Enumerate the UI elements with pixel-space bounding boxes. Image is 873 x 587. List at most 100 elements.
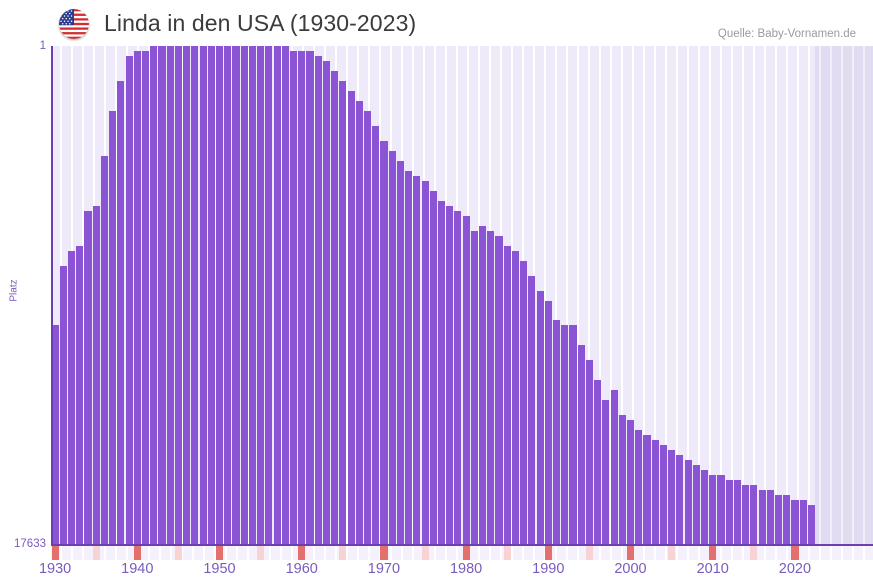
- bar: [758, 490, 766, 545]
- x-tick-minor: [174, 546, 182, 560]
- bar: [668, 450, 676, 545]
- bar: [363, 110, 372, 545]
- bar: [528, 275, 536, 545]
- bar: [725, 480, 733, 545]
- x-tick-minor: [750, 546, 758, 560]
- bar: [273, 46, 281, 545]
- bar: [733, 480, 741, 545]
- x-axis-tick-label: 1940: [121, 561, 154, 577]
- bar: [585, 360, 593, 545]
- bar: [51, 325, 59, 545]
- x-tick-major: [709, 546, 717, 560]
- bar: [774, 495, 783, 545]
- x-tick-strip: [51, 546, 873, 560]
- bar: [289, 51, 298, 545]
- y-axis-top-label: 1: [39, 40, 46, 52]
- bar: [569, 325, 577, 545]
- bar: [553, 320, 561, 545]
- bar: [207, 46, 215, 545]
- y-axis-line: [51, 46, 53, 546]
- bar: [248, 46, 256, 545]
- bar: [216, 46, 224, 545]
- bar: [454, 210, 462, 545]
- bar: [717, 475, 725, 545]
- bar: [174, 46, 182, 545]
- x-axis-tick-label: 1960: [285, 561, 318, 577]
- bar: [306, 51, 314, 545]
- bar: [331, 70, 339, 545]
- bar: [142, 51, 150, 545]
- x-tick-major: [133, 546, 141, 560]
- x-tick-major: [216, 546, 224, 560]
- bar: [577, 345, 585, 545]
- x-tick-minor: [339, 546, 347, 560]
- x-tick-major: [51, 546, 59, 560]
- bar: [536, 290, 544, 545]
- bar: [511, 250, 520, 545]
- bar: [799, 500, 807, 545]
- bar-series: [51, 46, 873, 545]
- bar: [700, 470, 709, 545]
- bar: [59, 265, 67, 545]
- bar: [503, 245, 511, 545]
- bar: [807, 505, 815, 545]
- x-axis-tick-label: 1930: [38, 561, 72, 577]
- x-axis-tick-label: 1970: [367, 561, 401, 577]
- us-flag-icon: [59, 9, 89, 39]
- x-axis-tick-label: 2020: [778, 561, 812, 577]
- bar: [421, 180, 429, 545]
- bar: [413, 175, 421, 545]
- bar: [166, 46, 174, 545]
- x-tick-major: [380, 546, 388, 560]
- bar: [676, 455, 684, 545]
- bar: [602, 400, 610, 545]
- x-axis-tick-label: 1990: [532, 561, 565, 577]
- bar: [92, 205, 100, 545]
- bar: [495, 235, 503, 545]
- x-tick-minor: [503, 546, 511, 560]
- x-tick-major: [462, 546, 470, 560]
- bar: [561, 325, 569, 545]
- bar: [314, 55, 322, 545]
- bar: [133, 51, 141, 545]
- bar: [437, 200, 446, 545]
- x-tick-minor: [585, 546, 593, 560]
- bar: [68, 250, 76, 545]
- bar: [429, 190, 437, 545]
- bar: [462, 215, 470, 545]
- x-tick-minor: [668, 546, 676, 560]
- bar: [347, 90, 355, 545]
- bar: [709, 475, 717, 545]
- x-tick-major: [627, 546, 635, 560]
- bar: [470, 230, 478, 545]
- bar: [446, 205, 454, 545]
- bar: [635, 430, 643, 545]
- bar: [659, 445, 667, 545]
- bar: [791, 500, 799, 545]
- bar: [224, 46, 232, 545]
- bar: [643, 435, 651, 545]
- plot-area: [51, 46, 873, 545]
- bar: [183, 46, 191, 545]
- x-tick-minor: [421, 546, 429, 560]
- x-axis-tick-label: 2010: [696, 561, 729, 577]
- bar: [158, 46, 166, 545]
- y-axis-bottom-label: 17633: [14, 538, 46, 550]
- bar: [199, 46, 207, 545]
- x-axis-tick-label: 2000: [614, 561, 647, 577]
- x-tick-major: [791, 546, 799, 560]
- bar: [742, 485, 750, 545]
- x-axis-tick-label: 1950: [203, 561, 236, 577]
- x-tick-minor: [92, 546, 100, 560]
- bar: [100, 155, 109, 545]
- chart-header: Linda in den USA (1930-2023) Quelle: Bab…: [0, 0, 873, 46]
- bar: [298, 51, 306, 545]
- bar: [618, 415, 626, 545]
- x-tick-major: [298, 546, 306, 560]
- bar: [627, 420, 635, 545]
- bar: [109, 110, 117, 545]
- bar: [191, 46, 199, 545]
- bar: [150, 46, 158, 545]
- bar: [232, 46, 240, 545]
